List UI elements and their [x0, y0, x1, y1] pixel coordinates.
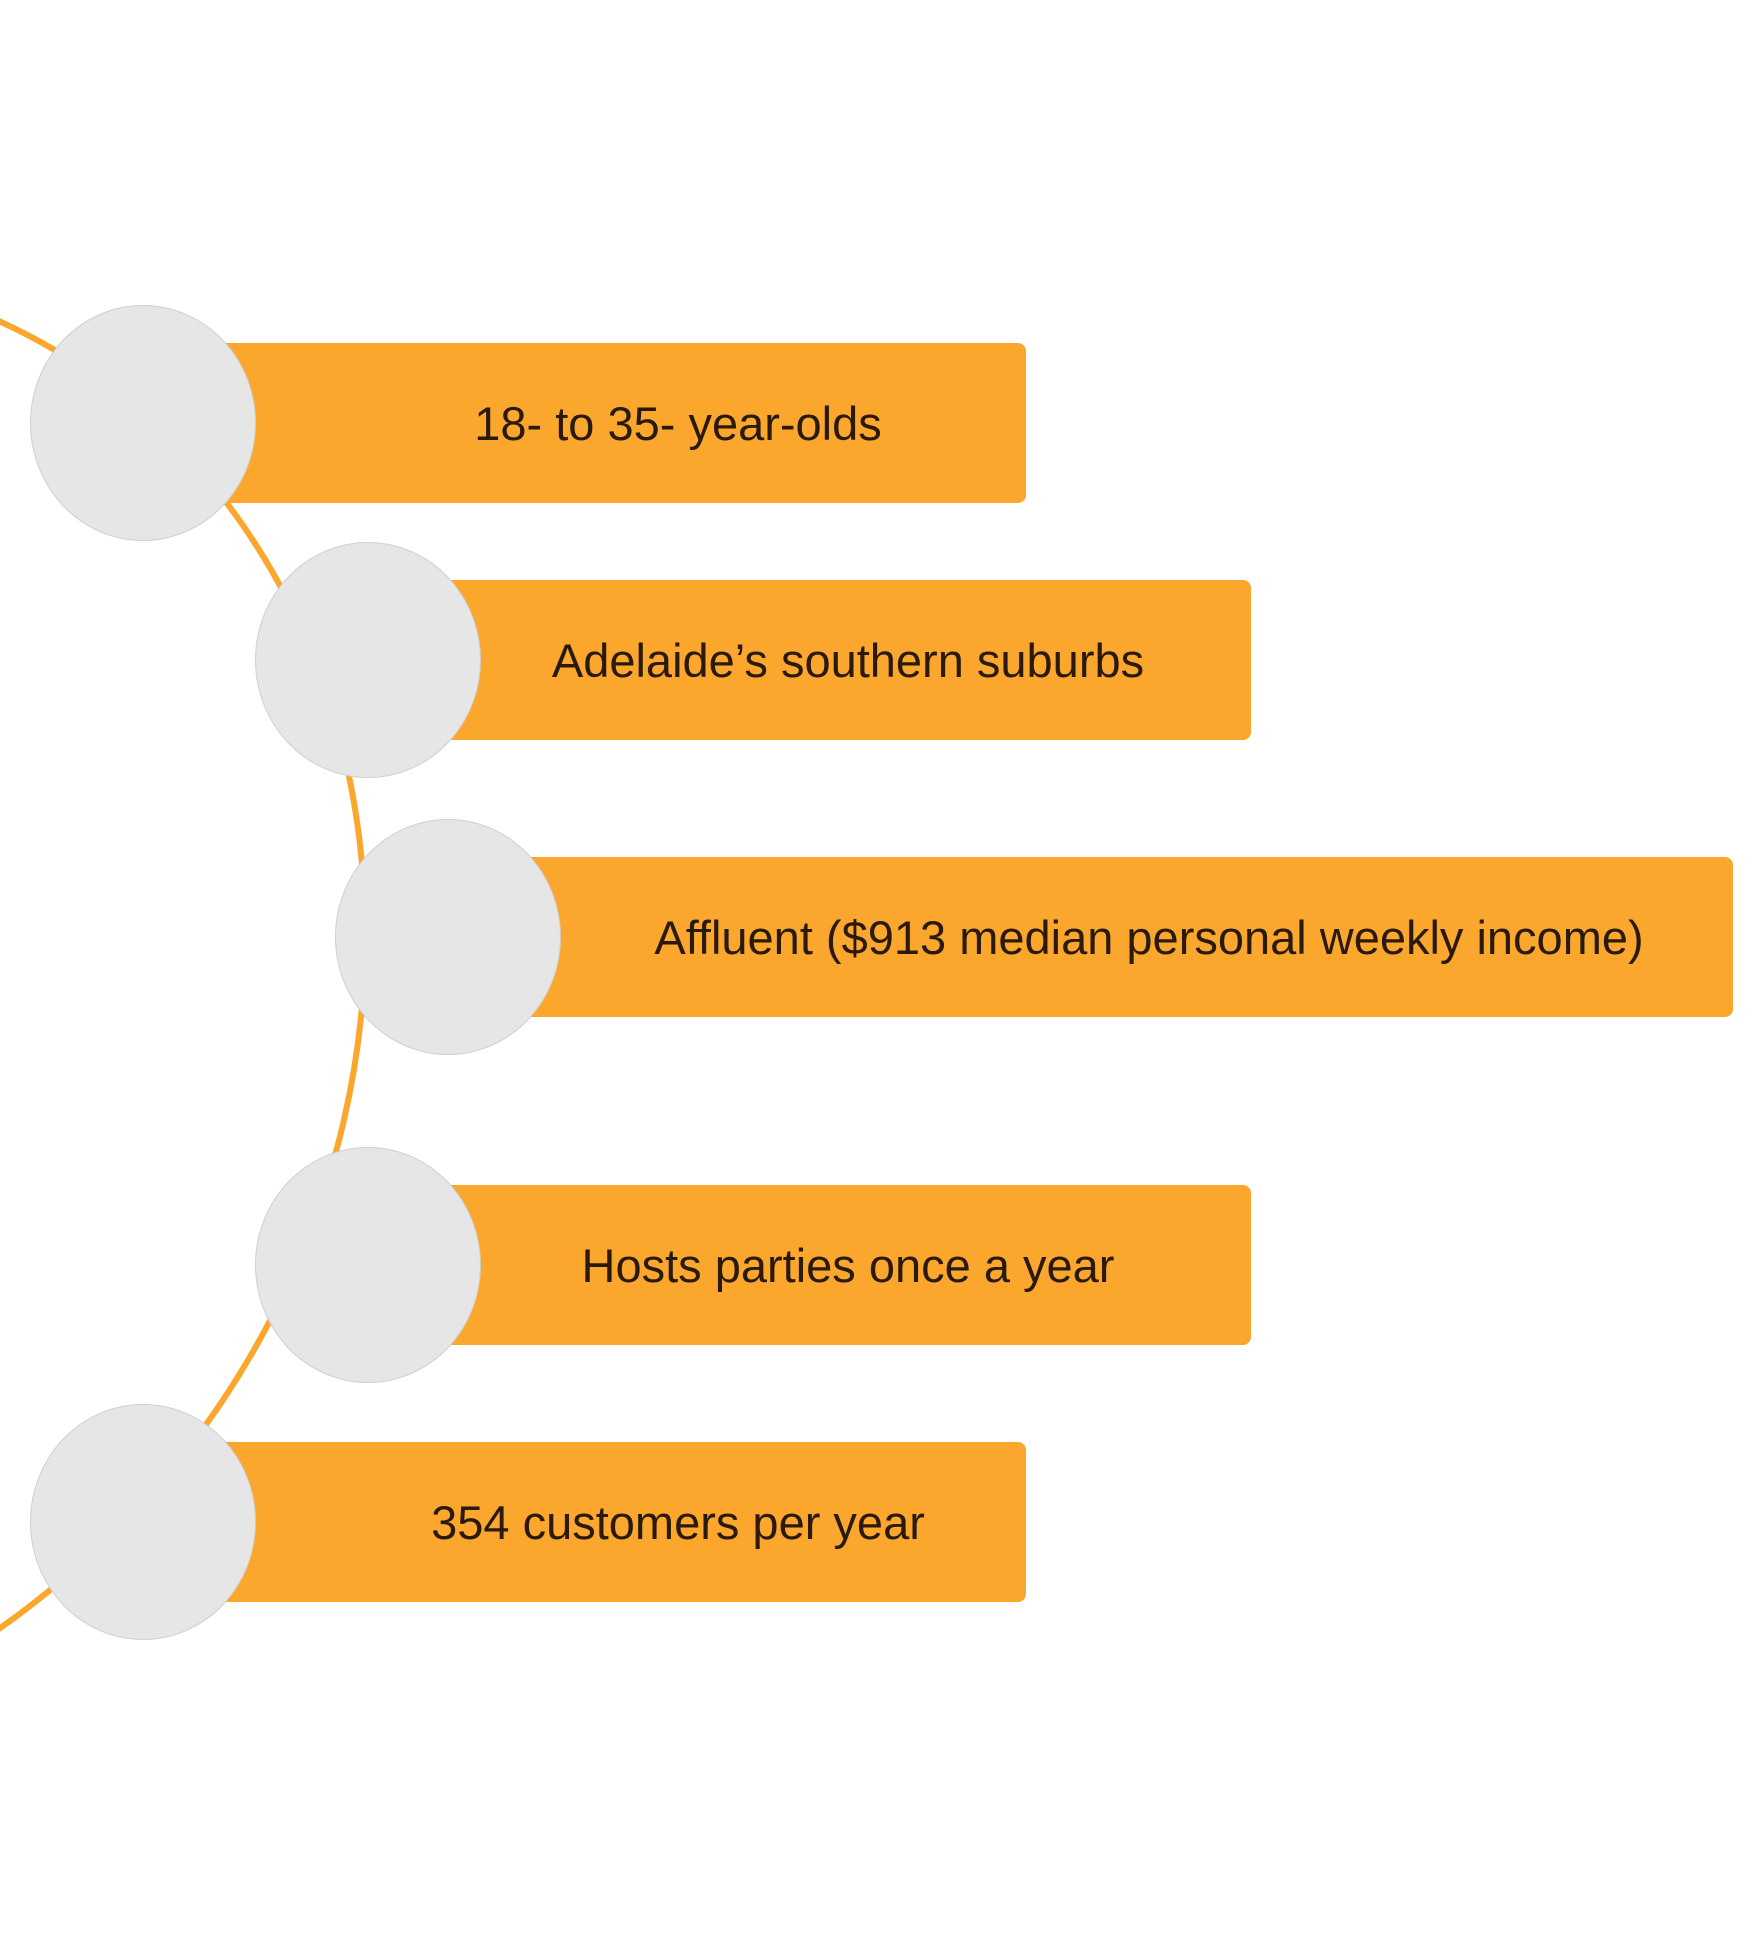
segment-bar: Adelaide’s southern suburbs	[405, 580, 1251, 740]
segment-bar: 354 customers per year	[180, 1442, 1026, 1602]
segment-bar: 18- to 35- year-olds	[180, 343, 1026, 503]
segment-node-circle	[255, 542, 481, 778]
segment-label: Adelaide’s southern suburbs	[551, 633, 1145, 687]
segment-node-circle	[30, 1404, 256, 1640]
segment-label: Affluent ($913 median personal weekly in…	[654, 910, 1644, 964]
segment-label: 18- to 35- year-olds	[474, 396, 882, 450]
segment-node-circle	[255, 1147, 481, 1383]
segment-label: Hosts parties once a year	[581, 1238, 1115, 1292]
segment-label: 354 customers per year	[431, 1495, 925, 1549]
segment-node-circle	[335, 819, 561, 1055]
segment-bar: Affluent ($913 median personal weekly in…	[485, 857, 1733, 1017]
segment-bar: Hosts parties once a year	[405, 1185, 1251, 1345]
segment-node-circle	[30, 305, 256, 541]
